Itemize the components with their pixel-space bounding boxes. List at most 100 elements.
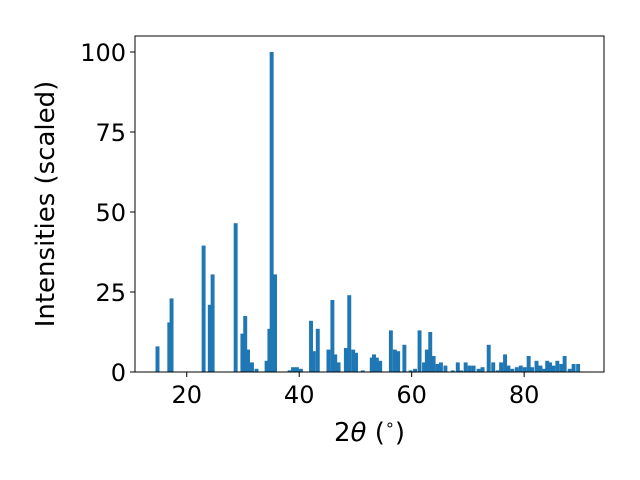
bar	[548, 362, 552, 372]
bar	[210, 274, 215, 372]
bar	[499, 362, 504, 372]
bar	[518, 365, 523, 372]
y-axis-ticks: 0 25 50 75 100	[80, 39, 135, 387]
x-tick-label: 40	[284, 381, 315, 409]
bar	[311, 351, 316, 372]
bar	[435, 364, 440, 372]
x-axis-label-close: )	[395, 418, 405, 448]
plot-frame	[134, 35, 605, 373]
bar	[354, 352, 358, 372]
bar	[294, 367, 299, 372]
bar	[298, 368, 303, 372]
bars-group	[155, 52, 581, 372]
bar	[534, 360, 539, 372]
bar	[438, 362, 443, 372]
bar	[480, 367, 485, 372]
bar	[167, 322, 172, 372]
bar	[455, 362, 460, 372]
bar	[402, 344, 407, 372]
bar	[254, 368, 259, 372]
bar	[431, 356, 436, 372]
bar	[413, 368, 418, 372]
bar	[330, 300, 335, 372]
x-axis-label-variable: θ	[351, 418, 367, 448]
bar	[463, 362, 468, 372]
bar	[388, 330, 393, 372]
bar	[486, 344, 491, 372]
bar	[443, 365, 448, 372]
bar	[538, 365, 543, 372]
bar	[315, 328, 320, 372]
bar	[542, 368, 547, 372]
y-tick-label: 75	[95, 119, 126, 147]
bar	[551, 365, 556, 372]
y-tick-label: 50	[95, 199, 126, 227]
bar	[360, 370, 365, 372]
bar	[347, 295, 352, 372]
bar	[264, 360, 269, 372]
bar	[576, 364, 581, 372]
bar	[571, 364, 576, 372]
y-tick-label: 0	[111, 359, 126, 387]
bar	[491, 362, 496, 372]
x-axis-ticks: 20 40 60 80	[171, 372, 539, 409]
bar	[495, 370, 500, 372]
bar	[417, 330, 422, 372]
bar	[428, 332, 433, 372]
bar	[233, 223, 238, 372]
x-tick-label: 20	[171, 381, 202, 409]
x-tick-label: 80	[509, 381, 540, 409]
bar	[243, 316, 248, 372]
bar	[155, 346, 160, 372]
bar	[333, 354, 338, 372]
bar	[201, 245, 206, 372]
bar	[467, 365, 472, 372]
y-tick-label: 100	[80, 39, 126, 67]
bar	[351, 349, 356, 372]
bar	[392, 349, 397, 372]
bar	[326, 349, 331, 372]
bar	[424, 349, 429, 372]
bar	[309, 320, 313, 372]
bar	[526, 356, 531, 372]
x-axis-label-degree: ∘	[385, 415, 395, 434]
x-axis-label-paren: (	[366, 418, 384, 448]
bar	[459, 370, 464, 372]
bar	[471, 365, 476, 372]
x-axis-label-prefix: 2	[334, 418, 351, 448]
bar	[408, 370, 413, 372]
y-axis-label: Intensities (scaled)	[31, 81, 61, 328]
bar	[207, 304, 212, 372]
bar	[555, 360, 560, 372]
bar	[562, 356, 567, 372]
bar	[291, 367, 295, 372]
bar	[559, 364, 564, 372]
bar	[450, 370, 455, 372]
bar	[522, 367, 527, 372]
bar	[530, 367, 534, 372]
bar	[287, 370, 292, 372]
bar	[336, 362, 341, 372]
bar	[246, 349, 250, 372]
y-tick-label: 25	[95, 279, 126, 307]
x-tick-label: 60	[396, 381, 427, 409]
bar	[267, 328, 272, 372]
bar	[476, 368, 481, 372]
bar	[343, 348, 348, 372]
bar	[567, 368, 572, 372]
bar	[372, 354, 376, 372]
x-axis-label: 2θ (∘)	[334, 415, 405, 448]
bar	[374, 357, 379, 372]
bar	[545, 360, 550, 372]
bar	[396, 351, 401, 372]
bar	[169, 298, 174, 372]
bar	[369, 357, 374, 372]
bar	[506, 365, 511, 372]
bar	[378, 360, 383, 372]
bar	[503, 354, 507, 372]
bar	[514, 367, 519, 372]
bar	[273, 274, 277, 372]
bar	[269, 52, 274, 372]
bar	[510, 368, 515, 372]
